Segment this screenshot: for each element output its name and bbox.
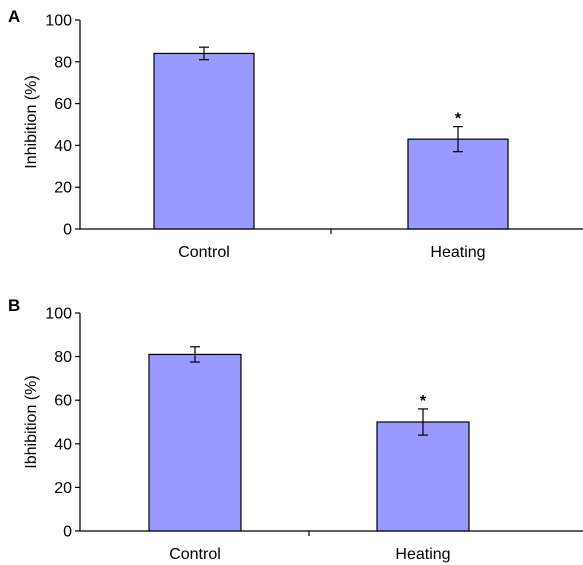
panel-a: A Inhibition (%) 0 20 40 60 80 100 Control * Hea… — [8, 7, 583, 261]
panel-a-plot-area: 0 20 40 60 80 100 Control * Heating — [45, 13, 583, 261]
panel-a-category-label-control: Control — [178, 244, 230, 261]
panel-b: B Ibhibition (%) 0 20 40 60 80 100 Control * Hea… — [8, 296, 583, 563]
panel-a-y-tick-label: 80 — [54, 54, 72, 71]
panel-a-bar-control — [153, 52, 255, 230]
panel-a-significance-mark-heating: * — [455, 111, 462, 128]
panel-b-y-axis-title: Ibhibition (%) — [23, 375, 40, 468]
panel-a-y-tick-label: 0 — [63, 222, 72, 239]
panel-b-bar-control — [148, 353, 242, 532]
panel-b-bar-heating — [376, 421, 470, 532]
panel-b-significance-mark-heating: * — [420, 393, 427, 410]
panel-b-y-tick-label: 60 — [54, 393, 72, 410]
panel-a-y-tick-label: 40 — [54, 138, 72, 155]
panel-a-y-axis-title: Inhibition (%) — [23, 75, 40, 168]
panel-b-y-tick-label: 80 — [54, 349, 72, 366]
panel-b-category-label-heating: Heating — [395, 546, 450, 563]
panel-a-y-tick-label: 100 — [45, 13, 72, 30]
panel-b-y-tick-label: 40 — [54, 436, 72, 453]
panel-b-y-tick-label: 100 — [45, 306, 72, 323]
panel-b-plot-area: 0 20 40 60 80 100 Control * Heating — [45, 306, 583, 563]
panel-a-category-label-heating: Heating — [430, 244, 485, 261]
panel-a-y-tick-label: 60 — [54, 96, 72, 113]
panel-a-bar-heating — [407, 138, 509, 230]
panel-a-label: A — [8, 7, 20, 26]
panel-b-category-label-control: Control — [169, 546, 221, 563]
panel-b-y-tick-label: 0 — [63, 524, 72, 541]
panel-b-label: B — [8, 296, 20, 315]
panel-b-y-tick-label: 20 — [54, 480, 72, 497]
panel-a-y-tick-label: 20 — [54, 180, 72, 197]
